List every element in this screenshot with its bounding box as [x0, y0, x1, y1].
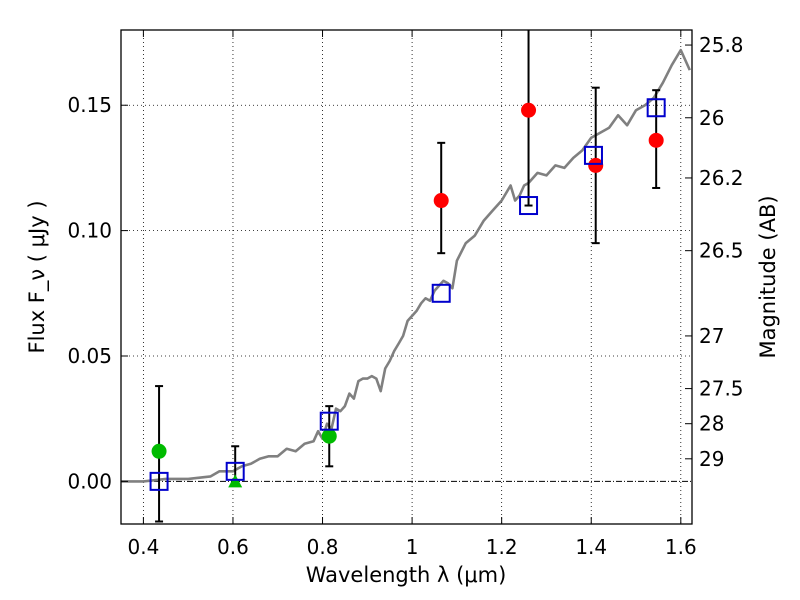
blue-square-marker	[225, 461, 245, 481]
red-data-point	[521, 102, 537, 118]
x-axis-label: Wavelength λ (μm)	[306, 563, 507, 587]
y-tick-label: 0.10	[67, 219, 112, 243]
x-tick-label: 0.4	[127, 535, 159, 559]
blue-square-marker	[149, 471, 169, 491]
x-tick-label: 1.2	[486, 535, 518, 559]
x-tick-label: 0.8	[307, 535, 339, 559]
red-data-point	[433, 193, 449, 209]
right-tick-label: 26.5	[699, 239, 744, 263]
green-data-point	[151, 443, 167, 459]
x-tick-label: 1.4	[575, 535, 607, 559]
blue-square-marker	[519, 196, 539, 216]
y-tick-label: 0.00	[67, 469, 112, 493]
x-tick-label: 0.6	[217, 535, 249, 559]
right-axis-label: Magnitude (AB)	[756, 195, 780, 358]
x-tick-label: 1.6	[665, 535, 697, 559]
right-tick-label: 26.2	[699, 166, 744, 190]
blue-square-marker	[646, 98, 666, 118]
right-tick-label: 27.5	[699, 377, 744, 401]
blue-square-marker	[431, 283, 451, 303]
axis-ticks-layer: 0.4 0.6 0.8 1 1.2 1.4 1.6 0.00 0.05 0.10 0.15 25.8 2…	[67, 30, 744, 559]
right-tick-label: 26	[699, 106, 724, 130]
y-tick-label: 0.05	[67, 344, 112, 368]
blue-square-marker	[583, 145, 603, 165]
blue-square-marker	[319, 411, 339, 431]
right-tick-label: 28	[699, 412, 724, 436]
y-axis-label: Flux F_ν ( μJy )	[25, 200, 50, 353]
right-tick-label: 27	[699, 324, 724, 348]
right-tick-label: 25.8	[699, 33, 744, 57]
green-data-point	[321, 428, 337, 444]
red-data-point	[648, 132, 664, 148]
x-tick-label: 1	[406, 535, 419, 559]
model-spectrum-layer	[121, 48, 691, 483]
red-data-point	[588, 157, 604, 173]
green-triangle-point	[228, 474, 243, 488]
plot-frame	[120, 29, 693, 525]
y-tick-label: 0.15	[67, 93, 112, 117]
model-spectrum-line	[121, 48, 691, 483]
data-points-layer	[149, 98, 666, 491]
right-tick-label: 29	[699, 447, 724, 471]
